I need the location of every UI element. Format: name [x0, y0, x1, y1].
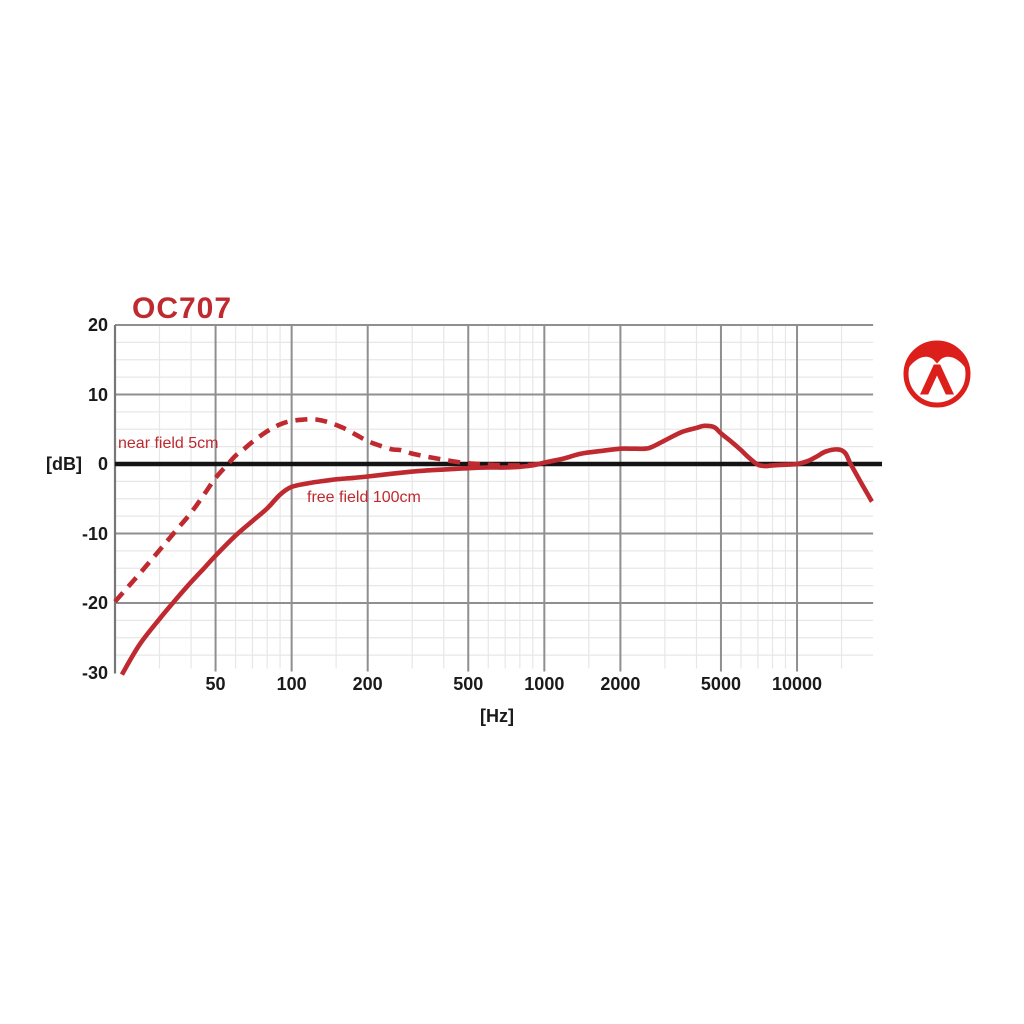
logo-wings	[908, 344, 966, 368]
response-curves	[113, 416, 874, 676]
logo-caret	[920, 364, 954, 395]
free-field-curve	[119, 423, 874, 676]
gridlines-minor	[115, 325, 874, 669]
austrian-audio-logo	[903, 340, 971, 408]
near-field-curve	[113, 416, 545, 604]
logo-ring	[903, 340, 971, 408]
gridlines-major	[113, 324, 874, 674]
